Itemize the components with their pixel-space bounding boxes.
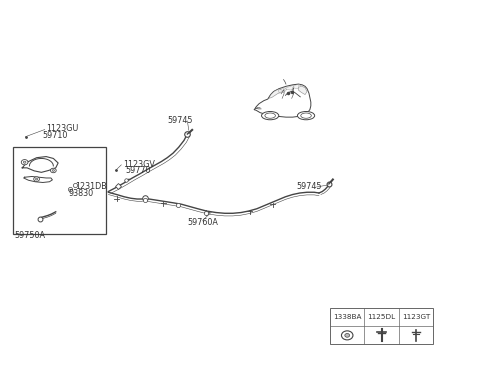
Circle shape: [345, 334, 349, 337]
Circle shape: [21, 159, 28, 165]
Ellipse shape: [298, 112, 315, 120]
Ellipse shape: [262, 112, 279, 120]
Circle shape: [50, 168, 56, 173]
Polygon shape: [269, 89, 283, 98]
Text: 1231DB: 1231DB: [75, 182, 107, 191]
Text: 59750A: 59750A: [14, 231, 45, 240]
Text: 59760A: 59760A: [187, 218, 218, 227]
Text: 1123GV: 1123GV: [123, 159, 155, 169]
Text: 1125DL: 1125DL: [368, 314, 396, 320]
Circle shape: [34, 177, 39, 181]
Text: 1338BA: 1338BA: [333, 314, 361, 320]
Bar: [12, 147, 106, 234]
Text: 93830: 93830: [69, 188, 94, 198]
Text: 59745: 59745: [167, 116, 193, 126]
Circle shape: [36, 178, 38, 180]
Text: 1123GU: 1123GU: [46, 124, 79, 133]
Ellipse shape: [301, 113, 312, 118]
Circle shape: [24, 161, 26, 163]
Bar: [330, 308, 433, 344]
Text: 59745: 59745: [297, 182, 322, 191]
Polygon shape: [286, 86, 295, 90]
Text: 1123GT: 1123GT: [402, 314, 430, 320]
Ellipse shape: [265, 113, 276, 118]
Polygon shape: [299, 86, 307, 95]
Polygon shape: [278, 88, 287, 93]
Text: 59710: 59710: [42, 131, 68, 140]
Circle shape: [341, 331, 353, 340]
Text: 59770: 59770: [125, 166, 151, 175]
Polygon shape: [293, 84, 301, 89]
Circle shape: [52, 170, 55, 172]
